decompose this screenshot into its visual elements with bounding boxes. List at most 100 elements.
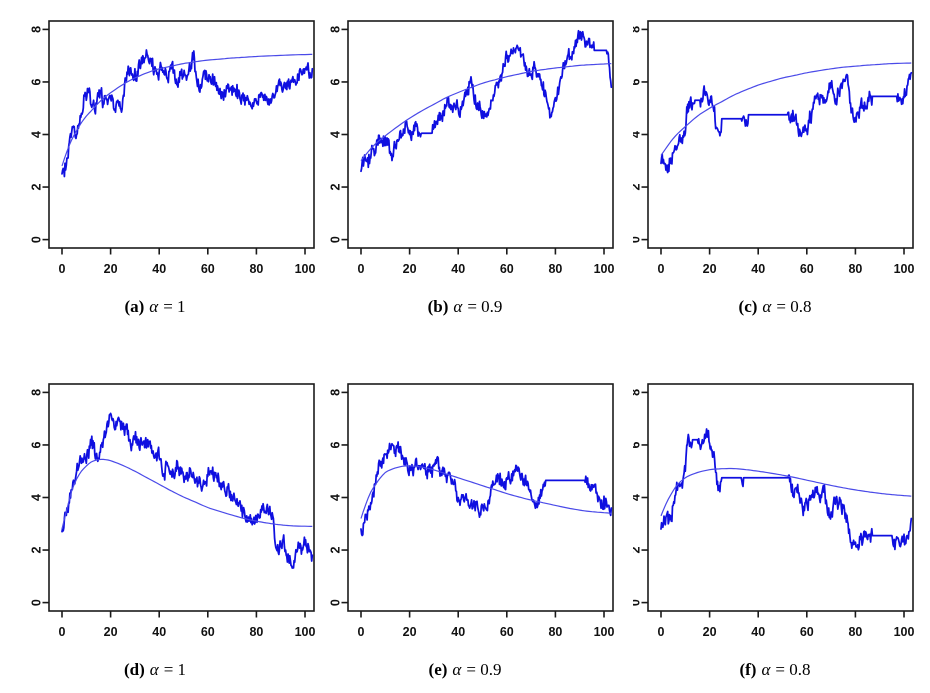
- x-tick-label-e: 0: [358, 625, 365, 639]
- caption-a-symbol: α: [149, 297, 159, 316]
- x-tick-label-f: 100: [894, 625, 915, 639]
- caption-c-value: = 0.8: [776, 297, 812, 316]
- plot-d-canvas: 0 20 40 60 80 100 0 2 4 6 8: [30, 383, 316, 639]
- x-tick-label-d: 40: [152, 625, 166, 639]
- caption-e-tag: (e): [428, 660, 448, 679]
- simulated-trajectory-a: [61, 49, 314, 178]
- caption-f-value: = 0.8: [775, 660, 811, 679]
- y-tick-label-e: 4: [329, 494, 343, 501]
- caption-b: (b) α = 0.9: [315, 297, 615, 317]
- y-tick-label-c: 4: [633, 131, 643, 138]
- y-tick-label-f: 8: [633, 389, 643, 396]
- panel-f: 0 20 40 60 80 100 0 2 4 6 8: [633, 363, 930, 653]
- plot-box-f: [647, 383, 914, 612]
- caption-f: (f) α = 0.8: [625, 660, 925, 680]
- x-tick-label-f: 40: [751, 625, 765, 639]
- mean-curve-a: [61, 53, 313, 167]
- x-tick-label-a: 80: [249, 262, 263, 276]
- y-tick-label-b: 4: [329, 131, 343, 138]
- plot-c-canvas: 0 20 40 60 80 100 0 2 4 6 8: [633, 20, 914, 276]
- mean-curve-d: [61, 458, 313, 530]
- x-tick-label-e: 80: [548, 625, 562, 639]
- x-tick-label-e: 100: [594, 625, 615, 639]
- plot-a-canvas: 0 20 40 60 80 100 0 2 4 6 8: [30, 20, 316, 276]
- x-tick-label-f: 60: [800, 625, 814, 639]
- x-tick-label-d: 80: [249, 625, 263, 639]
- x-tick-label-e: 20: [403, 625, 417, 639]
- x-tick-label-a: 100: [295, 262, 316, 276]
- y-tick-label-a: 2: [30, 184, 44, 191]
- y-tick-label-d: 4: [30, 494, 44, 501]
- y-tick-label-c: 6: [633, 78, 643, 85]
- plot-e-canvas: 0 20 40 60 80 100 0 2 4 6 8: [329, 383, 615, 639]
- x-tick-label-a: 60: [201, 262, 215, 276]
- plot-box-c: [647, 20, 914, 249]
- x-tick-label-b: 100: [594, 262, 615, 276]
- caption-b-symbol: α: [453, 297, 463, 316]
- mean-curve-e: [360, 465, 612, 519]
- panel-b: 0 20 40 60 80 100 0 2 4 6 8: [318, 0, 633, 290]
- y-tick-label-b: 0: [329, 236, 343, 243]
- caption-d: (d) α = 1: [5, 660, 305, 680]
- x-tick-label-b: 0: [358, 262, 365, 276]
- x-tick-label-a: 0: [59, 262, 66, 276]
- caption-a: (a) α = 1: [5, 297, 305, 317]
- simulated-trajectory-e: [360, 441, 613, 537]
- y-tick-label-d: 8: [30, 389, 44, 396]
- mean-curve-f: [660, 467, 912, 517]
- y-tick-label-b: 8: [329, 26, 343, 33]
- plot-f-canvas: 0 20 40 60 80 100 0 2 4 6 8: [633, 383, 915, 639]
- caption-a-value: = 1: [163, 297, 186, 316]
- y-tick-label-f: 2: [633, 547, 643, 554]
- caption-d-symbol: α: [149, 660, 159, 679]
- caption-f-symbol: α: [761, 660, 771, 679]
- x-tick-label-c: 80: [848, 262, 862, 276]
- y-tick-label-b: 6: [329, 78, 343, 85]
- x-tick-label-d: 60: [201, 625, 215, 639]
- caption-d-tag: (d): [123, 660, 145, 679]
- y-tick-label-d: 2: [30, 547, 44, 554]
- x-tick-label-e: 60: [500, 625, 514, 639]
- mean-curve-c: [660, 62, 912, 156]
- x-tick-label-a: 20: [104, 262, 118, 276]
- plot-box-d: [48, 383, 315, 612]
- x-tick-label-d: 20: [104, 625, 118, 639]
- y-tick-label-a: 6: [30, 78, 44, 85]
- caption-c-symbol: α: [762, 297, 772, 316]
- panel-c: 0 20 40 60 80 100 0 2 4 6 8: [633, 0, 930, 290]
- x-tick-label-f: 20: [703, 625, 717, 639]
- x-tick-label-e: 40: [451, 625, 465, 639]
- caption-e: (e) α = 0.9: [315, 660, 615, 680]
- x-tick-label-c: 0: [658, 262, 665, 276]
- caption-b-tag: (b): [427, 297, 449, 316]
- caption-c-tag: (c): [738, 297, 758, 316]
- caption-e-value: = 0.9: [466, 660, 502, 679]
- x-tick-label-c: 60: [800, 262, 814, 276]
- y-tick-label-f: 6: [633, 441, 643, 448]
- x-tick-label-b: 20: [403, 262, 417, 276]
- y-tick-label-c: 0: [633, 236, 643, 243]
- y-tick-label-c: 8: [633, 26, 643, 33]
- x-tick-label-b: 40: [451, 262, 465, 276]
- simulated-trajectory-b: [360, 29, 613, 173]
- caption-b-value: = 0.9: [467, 297, 503, 316]
- y-tick-label-d: 6: [30, 441, 44, 448]
- x-tick-label-f: 0: [658, 625, 665, 639]
- x-tick-label-f: 80: [848, 625, 862, 639]
- simulated-trajectory-d: [61, 412, 314, 569]
- panel-d: 0 20 40 60 80 100 0 2 4 6 8: [0, 363, 320, 653]
- y-tick-label-e: 8: [329, 389, 343, 396]
- y-tick-label-e: 6: [329, 441, 343, 448]
- plot-box-e: [347, 383, 614, 612]
- plot-b-canvas: 0 20 40 60 80 100 0 2 4 6 8: [329, 20, 615, 276]
- y-tick-label-c: 2: [633, 184, 643, 191]
- x-tick-label-c: 20: [703, 262, 717, 276]
- caption-d-value: = 1: [163, 660, 187, 679]
- y-tick-label-b: 2: [329, 184, 343, 191]
- simulated-trajectory-f: [660, 428, 913, 551]
- caption-c: (c) α = 0.8: [625, 297, 925, 317]
- x-tick-label-d: 100: [295, 625, 316, 639]
- y-tick-label-a: 8: [30, 26, 44, 33]
- y-tick-label-e: 2: [329, 547, 343, 554]
